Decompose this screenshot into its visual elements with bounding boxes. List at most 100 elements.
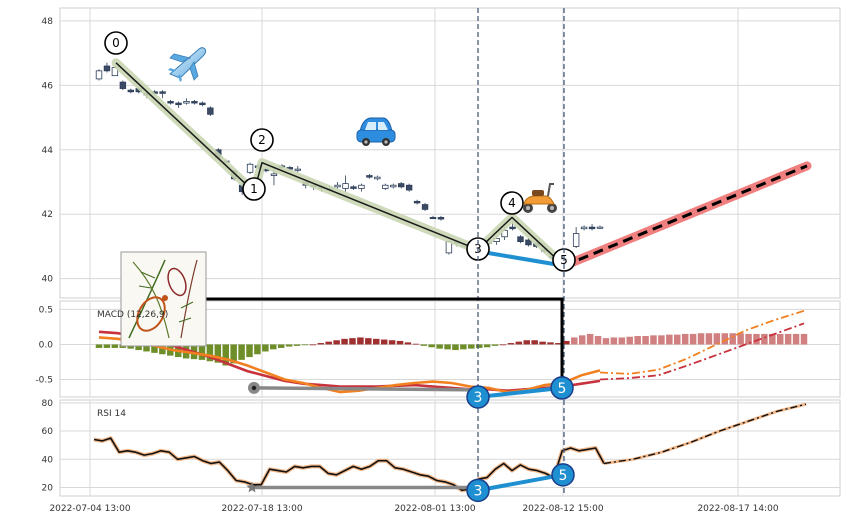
macd-hist-bar: [309, 344, 317, 346]
candle-body: [270, 173, 278, 176]
macd-projection: [599, 309, 805, 375]
candle: [421, 202, 429, 211]
macd-hist-bar: [143, 344, 150, 352]
macd-hist-bar: [761, 333, 768, 345]
macd-hist-bar: [230, 344, 237, 364]
candle: [159, 90, 166, 99]
wave-label-text: 1: [250, 182, 258, 196]
macd-hist-bar: [420, 344, 428, 346]
rsi-wave-marker-5: 5: [551, 463, 575, 487]
x-tick-label: 2022-08-12 15:00: [522, 504, 603, 514]
macd-hist-bar: [800, 333, 808, 345]
candle: [183, 98, 190, 105]
macd-hist-bar: [578, 335, 586, 345]
candle: [588, 223, 596, 231]
rsi-projection: [603, 403, 807, 465]
rsi-label: RSI 14: [97, 409, 126, 419]
macd-hist-bar: [151, 344, 158, 353]
candle-body: [421, 204, 429, 210]
macd-hist-bar: [262, 344, 269, 352]
macd-hist-bar: [713, 333, 721, 345]
candle: [334, 182, 341, 189]
macd-hist-bar: [610, 337, 618, 345]
rsi-panel: [59, 399, 841, 497]
candle-body: [509, 226, 516, 230]
candle-body: [334, 184, 341, 188]
candle: [382, 183, 389, 191]
macd-hist-bar: [333, 340, 340, 345]
wave-label-1: 1: [242, 177, 266, 201]
macd-hist-bar: [729, 333, 736, 345]
wave-label-text: 0: [112, 36, 120, 50]
plant-sketch-image: [120, 251, 207, 347]
macd-hist-bar: [206, 344, 214, 362]
y-tick-labels: 40 42 44 46 48 0.5 0.0 -0.5 80 60 40 20: [35, 17, 53, 494]
macd-wave-marker-3: 3: [466, 385, 490, 409]
macd-hist-bar: [586, 333, 594, 345]
candle-body: [358, 184, 365, 189]
macd-hist-bar: [388, 340, 396, 345]
macd-hist-bar: [301, 344, 309, 346]
macd-hist-bar: [697, 333, 705, 345]
candle: [167, 99, 174, 105]
macd-hist-bar: [523, 340, 531, 345]
candle: [207, 106, 214, 116]
price-tick-label: 48: [42, 17, 54, 27]
macd-hist-bar: [325, 341, 332, 345]
rsi-wave-marker-text: 3: [474, 483, 483, 499]
macd-tick-label: 0.0: [39, 340, 54, 350]
candle: [517, 235, 524, 244]
macd-hist-bar: [571, 337, 578, 345]
wave-3-5-line: [476, 249, 566, 268]
macd-signal-projection: [599, 322, 805, 381]
candle: [413, 199, 421, 205]
macd-hist-bar: [792, 333, 800, 345]
candle: [103, 62, 111, 73]
macd-hist-bar: [491, 344, 499, 346]
macd-wave-marker-5: 5: [550, 376, 574, 400]
macd-hist-bar: [95, 344, 103, 348]
macd-hist-bar: [127, 344, 134, 349]
candle-body: [517, 236, 524, 243]
candle: [429, 215, 437, 220]
macd-hist-bar: [444, 344, 451, 350]
price-tick-label: 40: [42, 275, 54, 285]
macd-hist-bar: [784, 333, 792, 345]
candle: [525, 238, 532, 247]
macd-hist-bar: [475, 344, 483, 348]
price-series: 012345: [95, 31, 812, 272]
candle: [358, 183, 365, 192]
macd-wave-marker-text: 3: [474, 390, 483, 406]
macd-hist-bar: [483, 344, 491, 348]
macd-hist-bar: [531, 340, 538, 345]
macd-hist-bar: [705, 333, 713, 345]
candle-body: [390, 184, 397, 188]
macd-hist-bar: [634, 336, 641, 345]
wave-label-0: 0: [104, 31, 128, 55]
macd-hist-bar: [270, 344, 277, 350]
candle: [596, 225, 604, 229]
rsi-tick-label: 20: [42, 484, 54, 494]
macd-hist-bar: [547, 342, 554, 345]
candle: [350, 185, 357, 191]
candle-body: [207, 107, 214, 115]
price-tick-label: 46: [42, 81, 54, 91]
candle: [95, 69, 103, 81]
airplane-icon: [168, 47, 207, 82]
scooter-icon: [523, 183, 557, 213]
macd-hist-bar: [285, 344, 293, 347]
candle: [405, 183, 413, 192]
wave-label-text: 4: [508, 196, 516, 210]
macd-hist-bar: [689, 333, 697, 345]
candle-body: [588, 226, 596, 230]
macd-divergence-start-dot-core: [251, 385, 257, 391]
candle-body: [429, 217, 437, 220]
candle: [127, 88, 135, 94]
wave-label-2: 2: [250, 128, 274, 152]
candle-body: [103, 65, 111, 72]
macd-hist-bar: [468, 344, 475, 349]
macd-hist-bar: [341, 338, 348, 345]
candle: [366, 173, 373, 179]
macd-hist-bar: [111, 344, 119, 348]
